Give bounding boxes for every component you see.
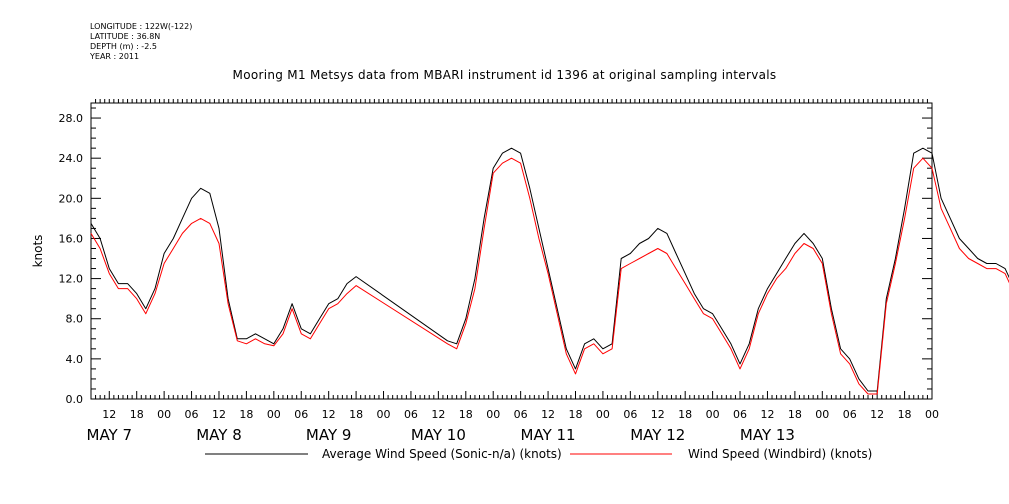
x-tick-label: 00 [925, 408, 939, 421]
x-axis: 12 18 00 06 12 18 00 06 12 18 00 06 12 18 00 06 12 18 00 06… [87, 99, 939, 444]
x-tick-label: 18 [459, 408, 473, 421]
y-tick-label: 28.0 [59, 112, 84, 125]
x-tick-label: 18 [239, 408, 253, 421]
y-tick-label: 12.0 [59, 273, 84, 286]
legend: Average Wind Speed (Sonic-n/a) (knots) W… [205, 447, 872, 461]
legend-label-windbird: Wind Speed (Windbird) (knots) [688, 447, 872, 461]
x-tick-label: 06 [843, 408, 857, 421]
plot-frame [90, 102, 933, 400]
x-day-label: MAY 8 [196, 426, 242, 444]
y-tick-label: 16.0 [59, 232, 84, 245]
x-day-label: MAY 13 [740, 426, 795, 444]
x-tick-label: 18 [568, 408, 582, 421]
x-tick-label: 06 [623, 408, 637, 421]
x-tick-label: 06 [733, 408, 747, 421]
x-tick-label: 12 [760, 408, 774, 421]
legend-label-average-wind-speed: Average Wind Speed (Sonic-n/a) (knots) [322, 447, 562, 461]
y-axis: 0.0 4.0 8.0 12.0 16.0 20.0 24.0 28.0 [59, 107, 932, 406]
y-axis-label: knots [31, 235, 45, 268]
series-line-average-wind-speed [90, 147, 1009, 392]
x-tick-label: 12 [870, 408, 884, 421]
y-tick-label: 24.0 [59, 152, 84, 165]
x-tick-label: 00 [815, 408, 829, 421]
x-tick-label: 00 [157, 408, 171, 421]
depth-text: DEPTH (m) : -2.5 [90, 42, 157, 51]
longitude-text: LONGITUDE : 122W(-122) [90, 22, 193, 31]
latitude-text: LATITUDE : 36.8N [90, 32, 161, 41]
x-tick-label: 12 [102, 408, 116, 421]
x-tick-label: 18 [678, 408, 692, 421]
x-tick-label: 12 [651, 408, 665, 421]
y-tick-label: 20.0 [59, 192, 84, 205]
x-day-label: MAY 9 [306, 426, 352, 444]
x-day-label: MAY 12 [630, 426, 685, 444]
series-layer [90, 147, 1009, 395]
x-tick-label: 06 [185, 408, 199, 421]
x-tick-label: 12 [322, 408, 336, 421]
y-tick-label: 0.0 [66, 393, 84, 406]
x-tick-label: 00 [377, 408, 391, 421]
location-metadata: LONGITUDE : 122W(-122) LATITUDE : 36.8N … [90, 22, 192, 62]
x-tick-label: 12 [212, 408, 226, 421]
x-tick-label: 00 [596, 408, 610, 421]
x-tick-label: 06 [404, 408, 418, 421]
x-day-label: MAY 10 [411, 426, 466, 444]
x-day-label: MAY 11 [521, 426, 576, 444]
x-day-label: MAY 7 [87, 426, 133, 444]
x-tick-label: 18 [788, 408, 802, 421]
y-tick-label: 8.0 [66, 313, 84, 326]
y-tick-label: 4.0 [66, 353, 84, 366]
x-tick-label: 00 [267, 408, 281, 421]
x-tick-label: 12 [541, 408, 555, 421]
x-tick-label: 00 [486, 408, 500, 421]
x-tick-label: 06 [294, 408, 308, 421]
x-tick-label: 12 [431, 408, 445, 421]
year-text: YEAR : 2011 [90, 52, 140, 61]
x-tick-label: 18 [898, 408, 912, 421]
series-line-windbird [90, 157, 1009, 395]
x-tick-label: 00 [706, 408, 720, 421]
x-tick-label: 06 [514, 408, 528, 421]
x-tick-label: 18 [130, 408, 144, 421]
chart-title: Mooring M1 Metsys data from MBARI instru… [232, 68, 777, 82]
x-tick-label: 18 [349, 408, 363, 421]
